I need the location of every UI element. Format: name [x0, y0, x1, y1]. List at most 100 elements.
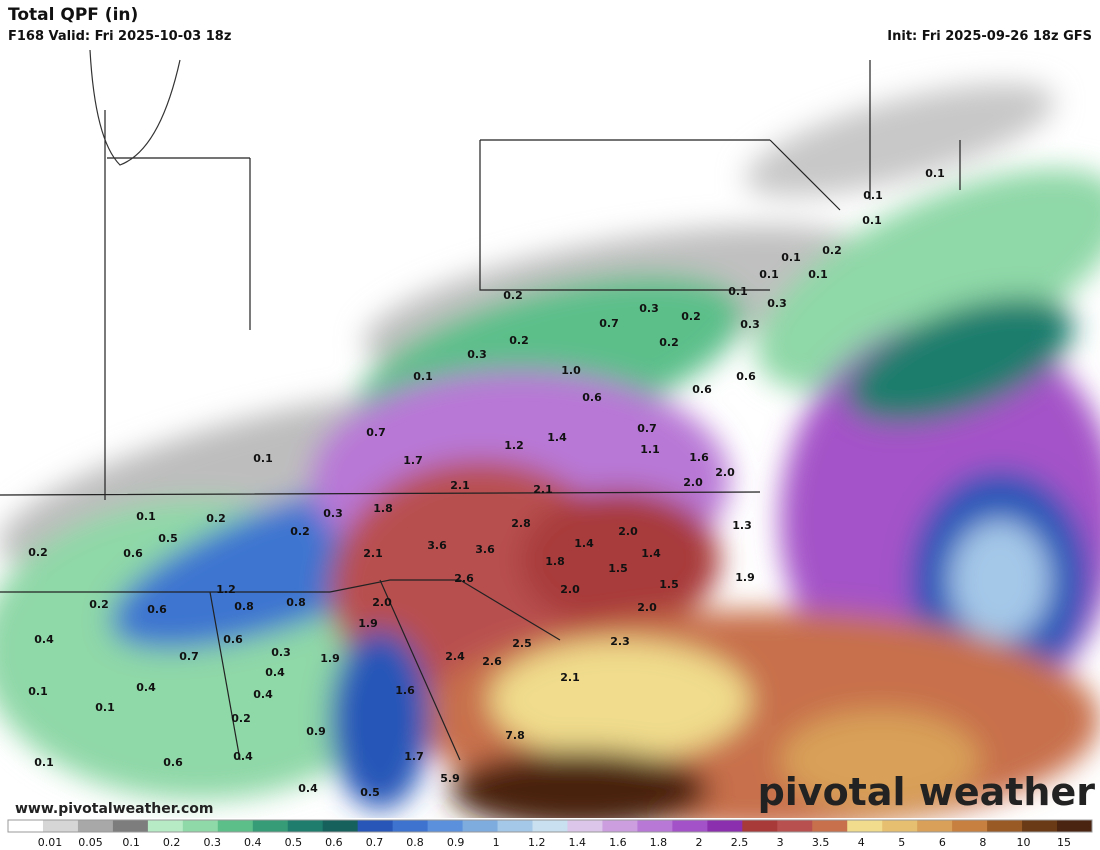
colorbar-swatch: [112, 820, 149, 832]
colorbar-label: 0.6: [325, 836, 343, 849]
map-label: 1.5: [659, 578, 679, 591]
colorbar-swatch: [252, 820, 289, 832]
map-label: 2.8: [511, 517, 531, 530]
valid-time: F168 Valid: Fri 2025-10-03 18z: [8, 29, 231, 44]
colorbar-swatch: [217, 820, 254, 832]
map-label: 0.4: [233, 750, 253, 763]
colorbar-swatch: [602, 820, 638, 832]
colorbar-swatch: [42, 820, 79, 832]
colorbar-label: 3: [777, 836, 784, 849]
map-label: 0.6: [147, 603, 167, 616]
map-label: 2.0: [683, 476, 703, 489]
map-label: 1.2: [216, 583, 236, 596]
colorbar-swatch: [322, 820, 359, 832]
map-label: 0.2: [290, 525, 310, 538]
map-label: 0.4: [136, 681, 156, 694]
colorbar-label: 0.2: [163, 836, 181, 849]
map: 0.1 0.1 0.1 0.2 0.1 0.1 0.1 0.1 0.3 0.2 0.3 0.7 0.2 0…: [0, 45, 1100, 818]
map-label: 1.9: [735, 571, 755, 584]
colorbar-swatch: [8, 820, 44, 832]
map-label: 2.1: [363, 547, 383, 560]
map-label: 2.6: [482, 655, 502, 668]
map-label: 0.1: [28, 685, 48, 698]
map-label: 0.7: [637, 422, 657, 435]
map-label: 2.1: [533, 483, 553, 496]
colorbar-label: 0.05: [78, 836, 103, 849]
map-label: 2.0: [637, 601, 657, 614]
map-label: 0.1: [95, 701, 115, 714]
map-label: 1.9: [320, 652, 340, 665]
colorbar-label: 1.4: [569, 836, 587, 849]
map-label: 2.4: [445, 650, 465, 663]
init-time: Init: Fri 2025-09-26 18z GFS: [887, 29, 1092, 44]
colorbar-swatch: [392, 820, 429, 832]
map-label: 0.6: [736, 370, 756, 383]
map-label: 1.8: [373, 502, 393, 515]
state-borders: [0, 49, 961, 761]
colorbar-label: 0.8: [406, 836, 424, 849]
map-label: 0.1: [34, 756, 54, 769]
colorbar-swatch: [427, 820, 464, 832]
map-label: 0.3: [323, 507, 343, 520]
colorbar-swatch: [987, 820, 1023, 832]
colorbar-swatch: [532, 820, 568, 832]
colorbar-swatch: [777, 820, 813, 832]
map-label: 0.2: [28, 546, 48, 559]
colorbar: 0.01 0.05 0.1 0.2 0.3 0.4 0.5 0.6 0.7 0.8 0.9 1 1.2 1…: [7, 819, 1093, 849]
map-label: 0.1: [862, 214, 882, 227]
map-label: 0.1: [863, 189, 883, 202]
map-label: 2.1: [450, 479, 470, 492]
map-label: 0.6: [582, 391, 602, 404]
map-label: 0.1: [728, 285, 748, 298]
colorbar-swatch: [882, 820, 918, 832]
colorbar-swatch: [637, 820, 673, 832]
map-label: 0.1: [413, 370, 433, 383]
colorbar-label: 0.4: [244, 836, 262, 849]
colorbar-label: 0.9: [447, 836, 465, 849]
brand-watermark: pivotal weather: [758, 770, 1096, 814]
map-label: 0.7: [366, 426, 386, 439]
map-label: 0.3: [467, 348, 487, 361]
map-label: 1.6: [395, 684, 415, 697]
colorbar-swatch: [847, 820, 883, 832]
map-label: 0.1: [781, 251, 801, 264]
map-label: 0.1: [253, 452, 273, 465]
colorbar-swatch: [707, 820, 743, 832]
map-label: 0.2: [503, 289, 523, 302]
map-label: 1.2: [504, 439, 524, 452]
map-label: 0.9: [306, 725, 326, 738]
map-label: 2.0: [618, 525, 638, 538]
map-label: 1.6: [689, 451, 709, 464]
map-label: 0.4: [265, 666, 285, 679]
map-label: 1.9: [358, 617, 378, 630]
map-label: 2.1: [560, 671, 580, 684]
colorbar-label: 8: [979, 836, 986, 849]
map-label: 7.8: [505, 729, 525, 742]
map-label: 2.0: [715, 466, 735, 479]
map-label: 0.2: [89, 598, 109, 611]
colorbar-swatch: [147, 820, 184, 832]
map-label: 3.6: [427, 539, 447, 552]
colorbar-swatch: [497, 820, 534, 832]
map-label: 2.6: [454, 572, 474, 585]
map-label: 1.3: [732, 519, 752, 532]
colorbar-swatch: [357, 820, 394, 832]
map-label: 0.8: [286, 596, 306, 609]
map-label: 0.1: [808, 268, 828, 281]
colorbar-label: 1.6: [609, 836, 627, 849]
colorbar-label: 4: [858, 836, 865, 849]
colorbar-swatch: [672, 820, 708, 832]
map-label: 1.1: [640, 443, 660, 456]
colorbar-label: 5: [898, 836, 905, 849]
colorbar-swatch: [462, 820, 499, 832]
map-label: 0.6: [692, 383, 712, 396]
colorbar-swatch: [567, 820, 603, 832]
colorbar-label: 2: [695, 836, 702, 849]
map-label: 1.4: [574, 537, 594, 550]
colorbar-label: 0.01: [38, 836, 63, 849]
map-label: 1.0: [561, 364, 581, 377]
map-label: 0.1: [136, 510, 156, 523]
colorbar-label: 10: [1016, 836, 1030, 849]
map-label: 0.4: [253, 688, 273, 701]
